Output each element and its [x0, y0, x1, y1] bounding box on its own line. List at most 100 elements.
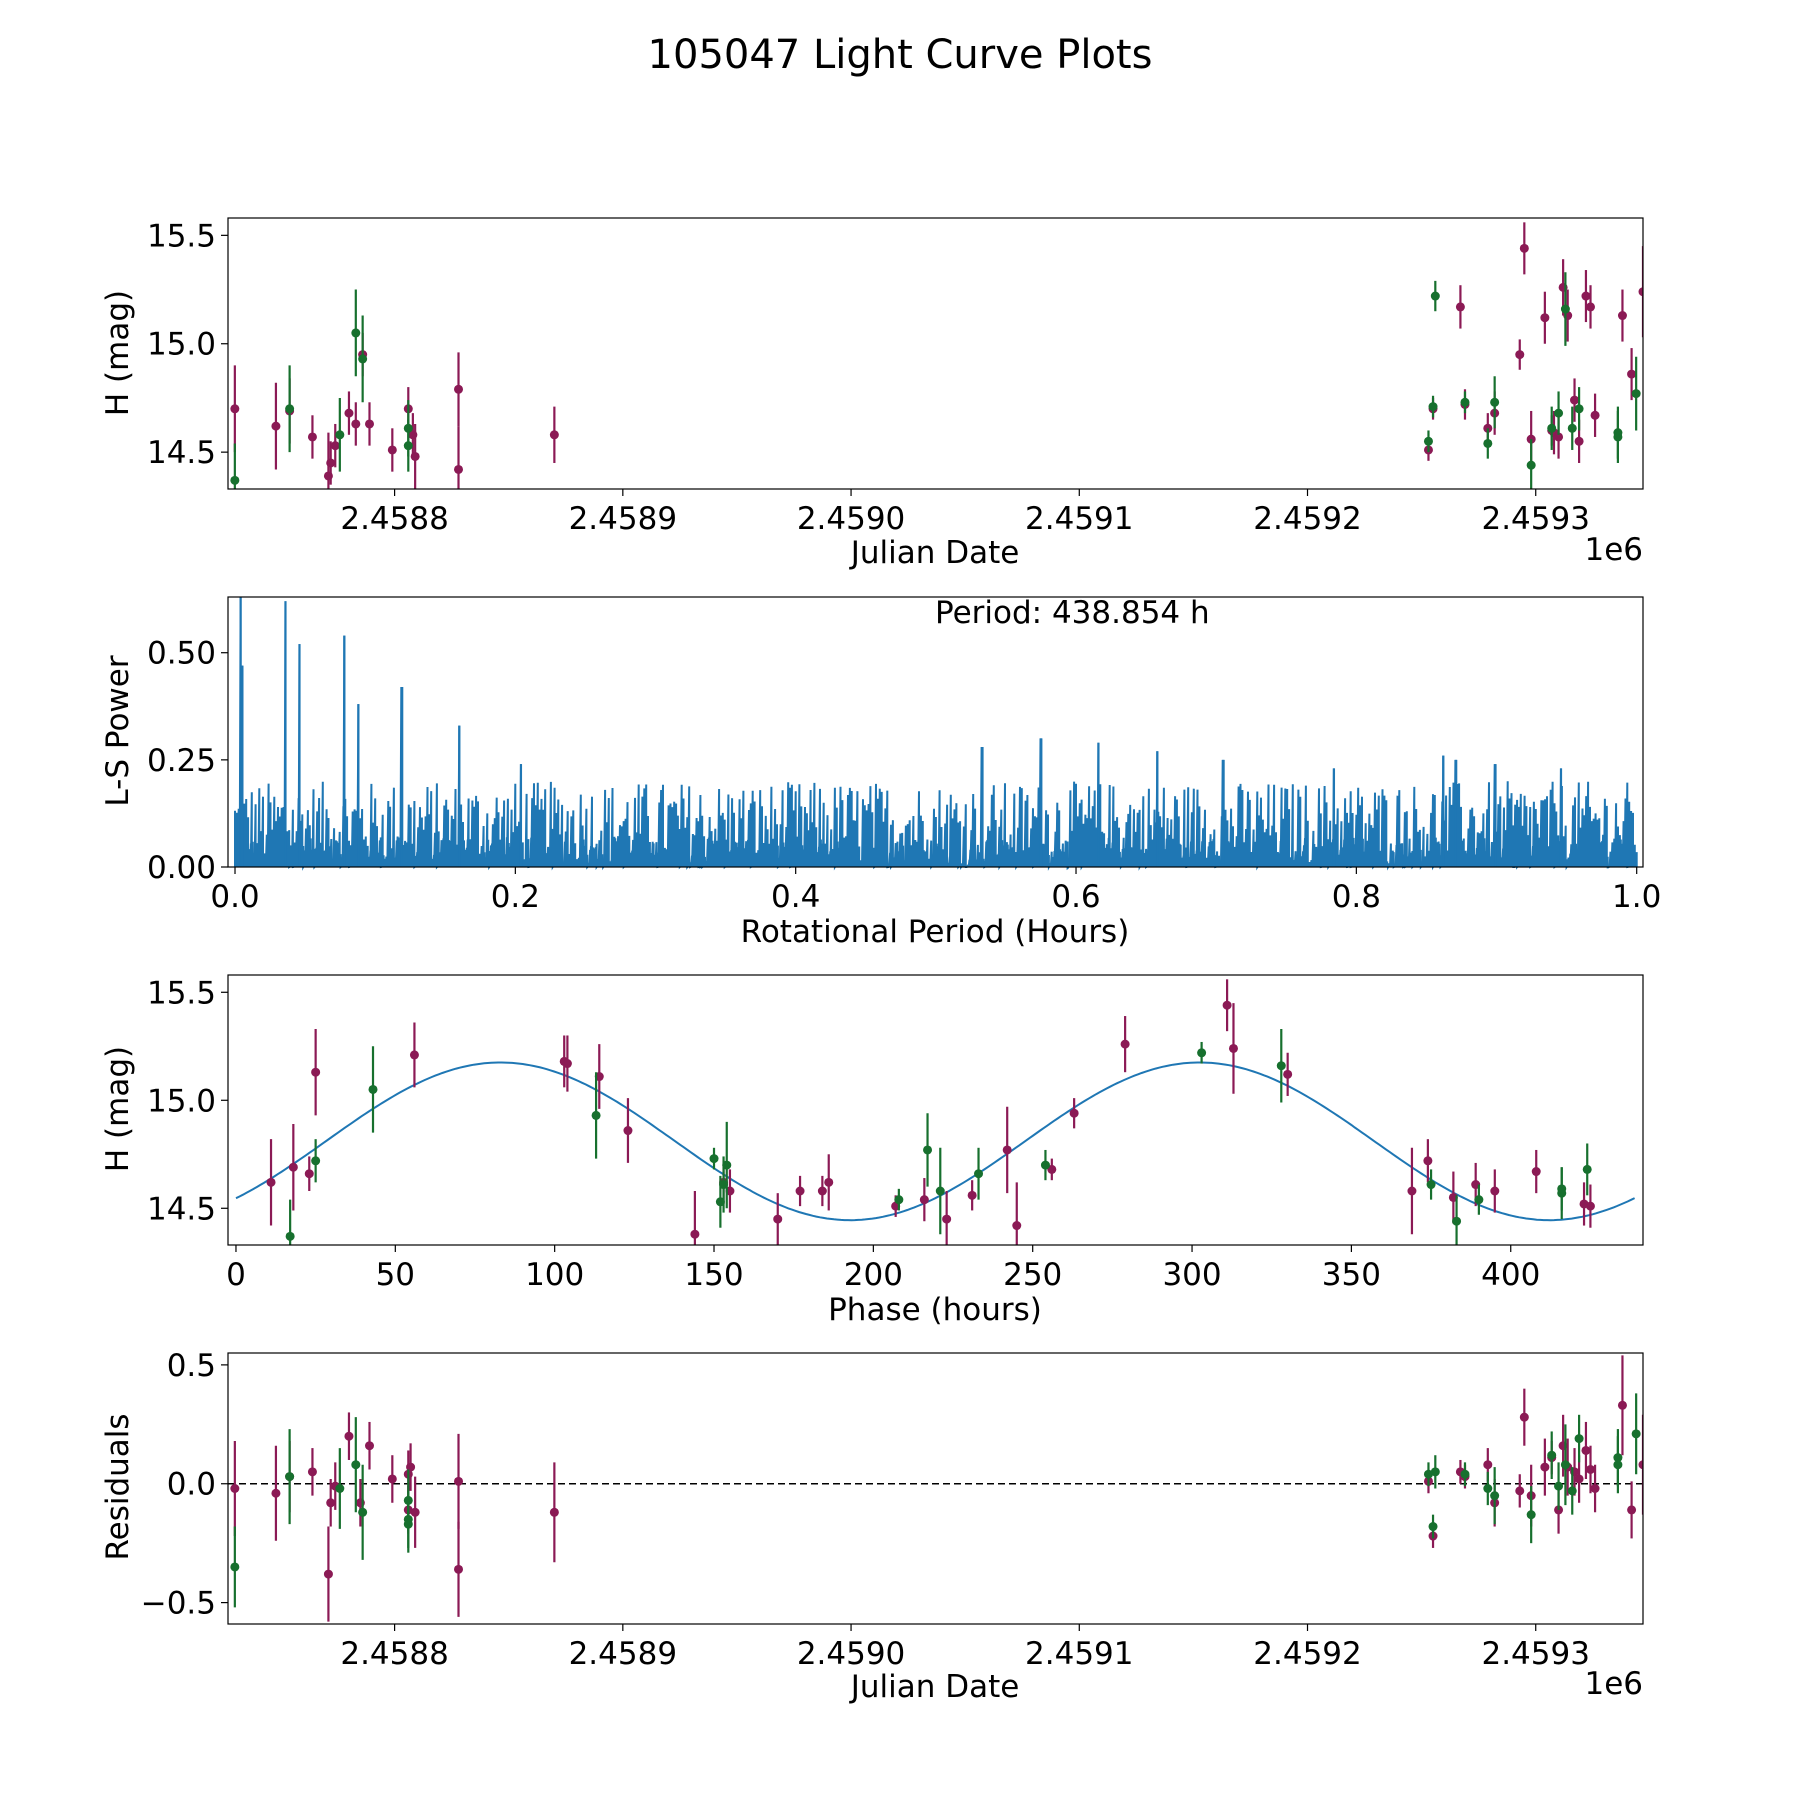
phased-data-point: [1222, 1000, 1232, 1010]
residuals-panel: Residuals Julian Date 1e6 2.4588 2.4589 2.…: [100, 1348, 1644, 1705]
residuals-data-point: [1574, 1434, 1584, 1444]
phased-data-point: [1120, 1039, 1130, 1049]
residuals-data-point: [1515, 1486, 1525, 1496]
residuals-x-offset-label: 1e6: [1584, 1666, 1643, 1702]
phased-data-point: [288, 1162, 298, 1172]
lightcurve-data-point: [358, 354, 368, 364]
lightcurve-data-point: [307, 432, 317, 442]
residuals-x-tick-label: 2.4591: [1025, 1636, 1133, 1672]
residuals-data-point: [1526, 1510, 1536, 1520]
phased-data-point: [709, 1154, 719, 1164]
phased-x-tick-label: 100: [525, 1257, 584, 1293]
lightcurve-plot-frame: [227, 217, 1644, 490]
residuals-data-point: [1547, 1450, 1557, 1460]
lightcurve-data-point: [1428, 402, 1438, 412]
residuals-data-point: [1554, 1481, 1564, 1491]
residuals-data-point: [1483, 1460, 1493, 1470]
residuals-data-point: [307, 1467, 317, 1477]
residuals-data-point: [1423, 1469, 1433, 1479]
phased-x-tick-label: 50: [376, 1257, 415, 1293]
residuals-data-point: [323, 1569, 333, 1579]
residuals-data-point: [1483, 1484, 1493, 1493]
lightcurve-data-point: [1627, 369, 1637, 379]
residuals-data-point: [1638, 1460, 1643, 1470]
lightcurve-data-point: [351, 328, 361, 338]
lightcurve-data-point: [351, 419, 361, 429]
residuals-data-point: [230, 1562, 240, 1572]
phased-data-point: [1585, 1201, 1595, 1211]
phased-data-point: [942, 1214, 952, 1224]
periodogram-x-tick-label: 0.8: [1332, 879, 1381, 915]
phased-data-point: [817, 1186, 827, 1196]
residuals-data-point: [351, 1460, 361, 1470]
residuals-data-point: [1627, 1505, 1637, 1515]
lightcurve-data-point: [1455, 302, 1465, 312]
phased-data-point: [1452, 1216, 1462, 1226]
phased-data-point: [1197, 1048, 1207, 1058]
lightcurve-x-tick-label: 2.4593: [1481, 501, 1589, 537]
lightcurve-y-tick-label: 15.0: [147, 327, 216, 363]
lightcurve-y-tick-label: 15.5: [147, 218, 216, 254]
periodogram-x-tick-label: 0.6: [1051, 879, 1100, 915]
phased-data-point: [1490, 1186, 1500, 1196]
phased-data-point: [1047, 1164, 1057, 1174]
phased-data-point: [974, 1169, 984, 1179]
phased-data-point: [368, 1084, 378, 1094]
phased-data-point: [409, 1050, 419, 1060]
phased-data-point: [1040, 1160, 1050, 1170]
lightcurve-data-point: [1567, 423, 1577, 433]
lightcurve-data-point: [1526, 460, 1536, 470]
phased-data-point: [1228, 1043, 1238, 1053]
residuals-data-point: [230, 1484, 240, 1493]
residuals-data-point: [358, 1507, 368, 1517]
residuals-data-point: [1460, 1469, 1470, 1479]
periodogram-power-line: [234, 596, 1638, 871]
residuals-data-point: [1590, 1484, 1600, 1493]
phased-data-point: [311, 1067, 321, 1077]
residuals-data-point: [1631, 1429, 1641, 1439]
lightcurve-data-point: [454, 464, 464, 474]
phased-data-point: [1283, 1069, 1293, 1079]
lightcurve-data-point: [326, 458, 336, 468]
phased-data-point: [1069, 1108, 1079, 1118]
phased-fit-curve: [235, 1061, 1636, 1222]
lightcurve-data-point: [230, 404, 240, 414]
phased-plot-frame: [227, 974, 1644, 1246]
lightcurve-data-point: [230, 475, 240, 485]
phased-data-point: [935, 1186, 945, 1196]
residuals-data-point: [335, 1484, 345, 1493]
residuals-data-point: [1430, 1467, 1440, 1477]
phased-x-tick-label: 150: [684, 1257, 743, 1293]
lightcurve-x-tick-label: 2.4591: [1025, 501, 1133, 537]
residuals-data-point: [406, 1462, 416, 1472]
phased-x-tick-label: 250: [1003, 1257, 1062, 1293]
lightcurve-data-point: [1574, 436, 1584, 446]
residuals-x-tick-label: 2.4590: [797, 1636, 905, 1672]
periodogram-panel: L-S Power Rotational Period (Hours) Peri…: [100, 595, 1661, 950]
residuals-data-point: [549, 1507, 559, 1517]
phased-data-point: [562, 1059, 572, 1069]
phased-data-layer: [266, 979, 1595, 1245]
phased-x-tick-label: 200: [844, 1257, 903, 1293]
lightcurve-data-point: [1423, 436, 1433, 446]
phased-data-point: [591, 1110, 601, 1120]
residuals-data-point: [387, 1474, 397, 1484]
lightcurve-x-axis-label: Julian Date: [849, 535, 1020, 571]
periodogram-y-tick-label: 0.25: [147, 743, 216, 779]
residuals-data-point: [1617, 1400, 1627, 1410]
lightcurve-data-point: [1631, 389, 1641, 399]
phased-data-point: [285, 1231, 295, 1241]
periodogram-x-tick-label: 0.4: [771, 879, 820, 915]
phased-panel: H (mag) Phase (hours) 0 50 100 150 200 250 300…: [100, 974, 1644, 1328]
phased-data-point: [795, 1186, 805, 1196]
phased-data-point: [1531, 1167, 1541, 1177]
lightcurve-data-point: [1554, 432, 1564, 442]
residuals-y-axis-label: Residuals: [100, 1413, 136, 1560]
residuals-y-tick-label: 0.0: [167, 1467, 216, 1503]
phased-data-point: [1012, 1221, 1022, 1231]
phased-x-tick-label: 0: [226, 1257, 246, 1293]
lightcurve-data-point: [1570, 395, 1580, 405]
lightcurve-data-point: [387, 445, 397, 455]
residuals-data-point: [365, 1441, 374, 1451]
